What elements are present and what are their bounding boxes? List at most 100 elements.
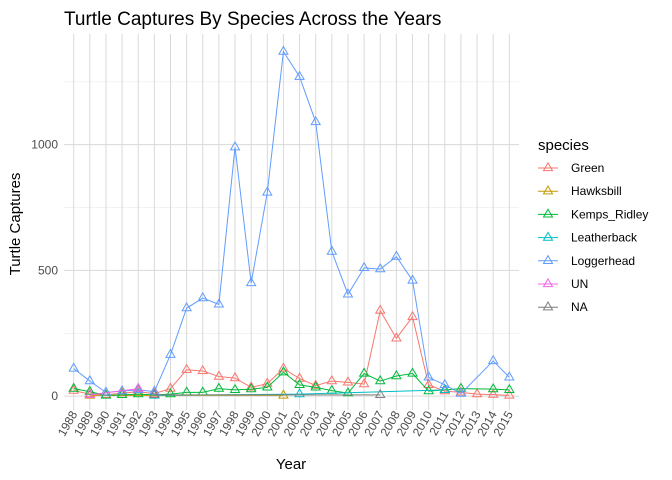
data-point bbox=[407, 367, 418, 377]
data-point bbox=[487, 382, 499, 393]
data-point bbox=[358, 261, 370, 272]
series-un bbox=[84, 382, 144, 399]
data-point bbox=[148, 388, 160, 399]
data-point bbox=[294, 70, 305, 80]
legend-key-marker bbox=[542, 254, 554, 264]
data-point bbox=[245, 382, 257, 393]
data-point bbox=[197, 364, 209, 375]
y-tick-labels: 0 500 1000 bbox=[31, 138, 58, 404]
data-point bbox=[391, 369, 402, 380]
data-point bbox=[116, 384, 128, 395]
gridlines bbox=[64, 34, 519, 410]
data-point bbox=[455, 382, 467, 392]
series-kemps-ridley bbox=[68, 366, 515, 399]
data-point bbox=[229, 383, 241, 394]
data-point bbox=[181, 301, 192, 312]
series-loggerhead bbox=[68, 45, 515, 397]
legend-item: Kemps_Ridley bbox=[538, 207, 648, 221]
legend: Green Hawksbill Kemps_Ridley Leatherback Log… bbox=[538, 161, 648, 314]
data-point bbox=[261, 186, 273, 196]
data-point bbox=[84, 385, 96, 395]
data-point bbox=[294, 372, 305, 382]
data-point bbox=[84, 388, 96, 399]
legend-title: species bbox=[538, 137, 589, 154]
data-point bbox=[503, 371, 515, 381]
legend-item: Leatherback bbox=[538, 231, 638, 245]
data-point bbox=[342, 376, 354, 386]
data-point bbox=[100, 386, 112, 396]
data-point bbox=[261, 377, 273, 387]
legend-key-marker bbox=[542, 277, 554, 288]
data-point bbox=[165, 348, 176, 358]
legend-label: NA bbox=[571, 300, 588, 314]
data-point bbox=[342, 288, 354, 298]
data-point bbox=[278, 366, 289, 376]
legend-key-marker bbox=[542, 185, 554, 195]
legend-item: Loggerhead bbox=[538, 254, 635, 268]
data-point bbox=[181, 363, 192, 373]
y-axis-title: Turtle Captures bbox=[7, 173, 24, 276]
data-point bbox=[294, 388, 305, 398]
data-point bbox=[326, 374, 338, 385]
x-axis-title: Year bbox=[276, 456, 306, 473]
data-point bbox=[165, 388, 176, 398]
legend-key-marker bbox=[542, 208, 554, 218]
x-tick-labels: 1988198919901991199219931994199519961997… bbox=[55, 408, 516, 438]
data-point bbox=[278, 362, 289, 372]
data-point bbox=[423, 378, 435, 388]
data-point bbox=[391, 332, 402, 342]
data-point bbox=[213, 370, 225, 380]
data-point bbox=[374, 304, 386, 314]
legend-item: NA bbox=[538, 300, 588, 314]
series-na bbox=[148, 388, 386, 399]
legend-item: UN bbox=[538, 277, 588, 291]
data-point bbox=[487, 388, 499, 398]
data-point bbox=[358, 377, 370, 388]
data-point bbox=[471, 388, 483, 398]
data-point bbox=[391, 250, 402, 260]
data-point bbox=[100, 389, 112, 399]
legend-label: Kemps_Ridley bbox=[571, 207, 648, 221]
legend-key-marker bbox=[542, 301, 554, 311]
data-point bbox=[374, 388, 386, 399]
series-line bbox=[73, 371, 510, 396]
data-point bbox=[487, 354, 499, 365]
y-tick-label: 1000 bbox=[31, 138, 58, 152]
data-point bbox=[165, 382, 176, 392]
data-point bbox=[213, 382, 225, 392]
chart-title: Turtle Captures By Species Across the Ye… bbox=[64, 9, 441, 30]
data-point bbox=[374, 263, 386, 273]
data-point bbox=[342, 387, 354, 397]
series-layer bbox=[68, 45, 515, 399]
legend-label: Loggerhead bbox=[571, 254, 635, 268]
series-line bbox=[73, 50, 510, 395]
data-point bbox=[503, 383, 515, 394]
data-point bbox=[229, 371, 241, 382]
data-point bbox=[326, 245, 338, 255]
data-point bbox=[213, 298, 225, 308]
legend-key-marker bbox=[542, 231, 554, 241]
data-point bbox=[310, 381, 322, 391]
data-point bbox=[68, 362, 80, 372]
data-point bbox=[439, 378, 451, 388]
series-line bbox=[89, 388, 139, 396]
data-point bbox=[132, 382, 144, 392]
legend-label: Hawksbill bbox=[571, 184, 622, 198]
legend-label: UN bbox=[571, 277, 588, 291]
data-point bbox=[148, 385, 160, 395]
legend-label: Green bbox=[571, 161, 604, 175]
legend-label: Leatherback bbox=[571, 231, 638, 245]
data-point bbox=[503, 389, 515, 399]
data-point bbox=[310, 115, 322, 126]
data-point bbox=[439, 383, 451, 394]
data-point bbox=[245, 276, 257, 287]
data-point bbox=[278, 45, 289, 55]
data-point bbox=[148, 387, 160, 397]
data-point bbox=[197, 291, 209, 302]
y-tick-label: 0 bbox=[51, 389, 58, 403]
data-point bbox=[455, 387, 467, 397]
series-line bbox=[73, 309, 510, 396]
data-point bbox=[407, 310, 418, 321]
